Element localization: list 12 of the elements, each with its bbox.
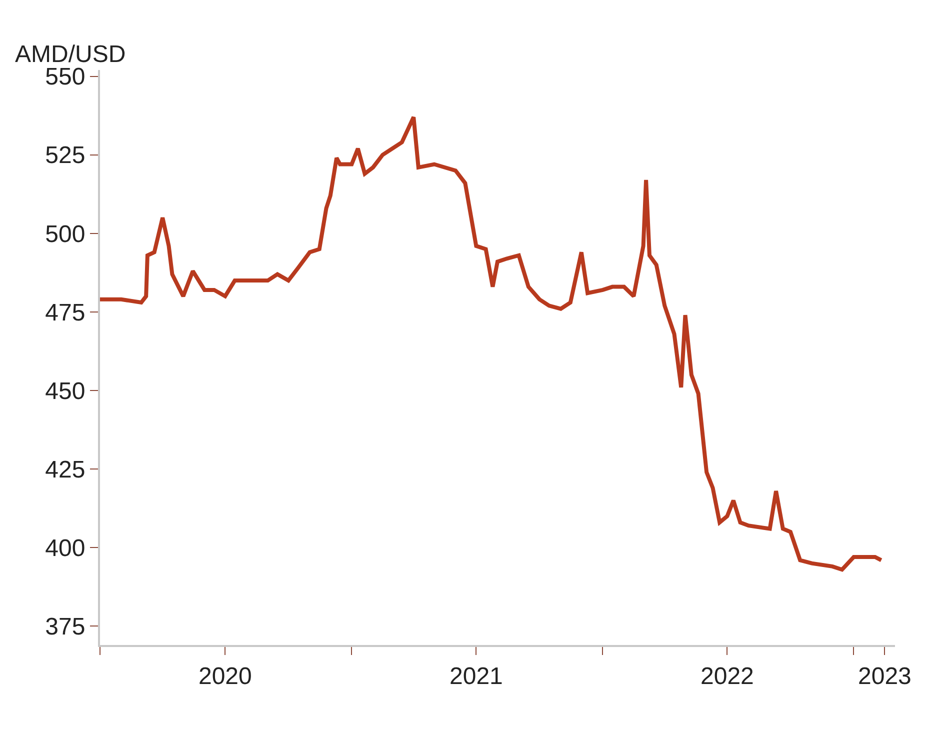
y-tick-label: 500: [45, 220, 86, 248]
x-tick-label: 2022: [700, 662, 754, 690]
y-tick-label: 425: [45, 456, 86, 484]
y-tick-label: 375: [45, 614, 86, 641]
y-tick-label: 400: [45, 535, 86, 562]
y-tick-label: 450: [45, 378, 86, 405]
line-series: [100, 115, 884, 572]
x-tick-label: 2021: [449, 662, 503, 690]
y-tick-label: 475: [45, 299, 86, 326]
x-tick-label: 2023: [858, 662, 912, 690]
y-tick-label: 525: [45, 142, 86, 170]
x-tick-label: 2020: [198, 662, 252, 690]
